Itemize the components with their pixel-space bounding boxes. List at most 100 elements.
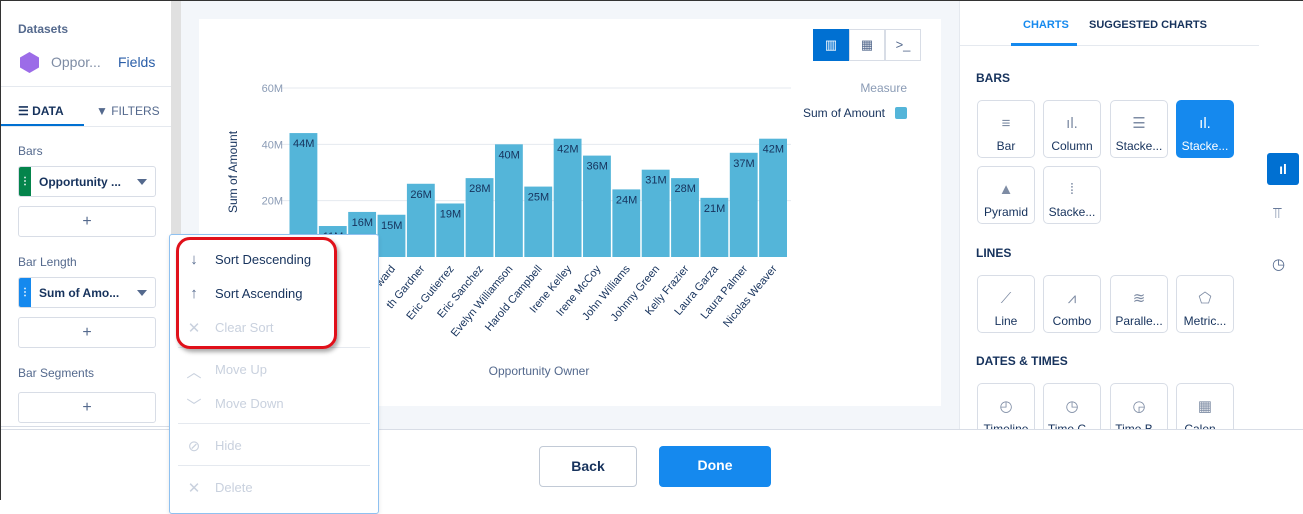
bar <box>700 197 729 257</box>
data-label: 26M <box>410 189 431 201</box>
hide-icon: ⊘ <box>187 438 201 455</box>
chart-type-icon[interactable]: ıl <box>1267 153 1299 185</box>
chart-type-icon: ⬠ <box>1198 290 1212 307</box>
chart-type-icon: ⁞ <box>1069 181 1075 198</box>
done-button[interactable]: Done <box>659 446 771 487</box>
legend-entry-label: Sum of Amount <box>803 106 886 120</box>
menu-item-sort-ascending[interactable]: ↑ Sort Ascending <box>170 279 370 309</box>
bar <box>465 178 494 257</box>
paint-roller-icon[interactable]: ⫪ <box>1273 205 1282 222</box>
chart-type-tile[interactable]: ⬠ Metric... <box>1176 275 1234 333</box>
table-icon: ▦ <box>860 37 874 52</box>
caret-down-icon[interactable] <box>137 290 147 296</box>
dataset-name[interactable]: Oppor... <box>51 54 101 70</box>
chart-type-tile[interactable]: ◷ Time C... <box>1043 383 1101 429</box>
panel-resize-handle[interactable] <box>171 1 181 427</box>
y-tick-label: 60M <box>262 83 283 95</box>
chart-type-tile[interactable]: ≡ Bar <box>977 100 1035 158</box>
data-label: 16M <box>352 217 373 229</box>
side-toolbar: ıl ⫪ ◷ <box>1259 1 1303 429</box>
data-label: 28M <box>469 183 490 195</box>
arrow-up-icon: ↑ <box>190 285 198 302</box>
chart-type-tile[interactable]: ⁞ Stacke... <box>1043 166 1101 224</box>
chart-type-tile[interactable]: ☰ Stacke... <box>1110 100 1168 158</box>
close-icon: ✕ <box>187 480 201 497</box>
data-label: 36M <box>587 161 608 173</box>
section-title: BARS <box>976 71 1011 85</box>
query-view-button[interactable]: >_ <box>885 29 921 61</box>
x-axis-title: Opportunity Owner <box>489 364 590 378</box>
data-label: 21M <box>704 203 725 215</box>
tab-filters[interactable]: ▼ FILTERS <box>96 104 160 118</box>
bar <box>524 186 553 257</box>
drag-handle-icon[interactable]: ⋮ <box>19 167 31 196</box>
menu-divider <box>178 465 370 466</box>
filter-icon: ▼ <box>96 104 112 118</box>
dataset-icon <box>20 52 39 73</box>
field-context-menu: ↓ Sort Descending ↑ Sort Ascending ✕ Clear So… <box>169 234 379 514</box>
menu-divider <box>178 423 370 424</box>
bar-length-field-pill[interactable]: ⋮ Sum of Amo... <box>18 277 156 308</box>
y-axis-title: Sum of Amount <box>226 130 240 213</box>
bar <box>436 203 465 257</box>
add-bar-segments-button[interactable]: + <box>18 392 156 423</box>
y-tick-label: 20M <box>262 196 283 208</box>
chart-type-tile[interactable]: ⟋ Line <box>977 275 1035 333</box>
menu-item-hide: ⊘ Hide <box>187 438 242 455</box>
table-view-button[interactable]: ▦ <box>849 29 885 61</box>
query-icon: >_ <box>895 37 911 52</box>
chart-type-tile[interactable]: ⩘ Combo <box>1043 275 1101 333</box>
chart-type-tile[interactable]: ◶ Time B... <box>1110 383 1168 429</box>
chart-type-icon: ⟋ <box>1000 290 1012 307</box>
bar <box>406 183 435 257</box>
legend-swatch <box>895 107 907 119</box>
chart-view-button[interactable]: ▥ <box>813 29 849 61</box>
chart-type-icon: ≋ <box>1132 290 1146 307</box>
bar <box>671 178 699 257</box>
chart-type-icon: ≡ <box>1001 115 1011 132</box>
tab-data[interactable]: ☰ DATA <box>18 104 64 118</box>
chart-type-tile[interactable]: ▦ Calen... <box>1176 383 1234 429</box>
data-label: 40M <box>498 149 519 161</box>
bar <box>494 144 523 257</box>
chart-type-tile[interactable]: ıl. Column <box>1043 100 1101 158</box>
tab-charts[interactable]: CHARTS <box>1023 19 1069 31</box>
add-bar-length-button[interactable]: + <box>18 317 156 348</box>
arrow-down-icon: ↓ <box>190 251 198 268</box>
section-title: DATES & TIMES <box>976 354 1068 368</box>
add-bars-button[interactable]: + <box>18 206 156 237</box>
chart-icon: ▥ <box>824 37 838 52</box>
bars-field-pill[interactable]: ⋮ Opportunity ... <box>18 166 156 197</box>
drag-handle-icon[interactable]: ⋮ <box>19 278 31 307</box>
back-button[interactable]: Back <box>539 446 637 487</box>
chart-type-icon: ◷ <box>1065 398 1079 415</box>
chart-type-tile[interactable]: ◴ Timeline <box>977 383 1035 429</box>
data-label: 37M <box>733 158 754 170</box>
bar <box>612 189 641 257</box>
clock-icon[interactable]: ◷ <box>1272 256 1286 273</box>
data-label: 15M <box>381 220 402 232</box>
tab-suggested-charts[interactable]: SUGGESTED CHARTS <box>1089 19 1207 31</box>
chevron-down-icon: ﹀ <box>186 398 202 415</box>
bar <box>759 138 787 257</box>
data-label: 24M <box>616 194 637 206</box>
menu-item-sort-descending[interactable]: ↓ Sort Descending <box>170 245 370 275</box>
bar-length-label: Bar Length <box>18 255 77 269</box>
list-icon: ☰ <box>18 104 33 118</box>
close-icon: ✕ <box>187 320 201 337</box>
bar <box>377 214 406 257</box>
chart-type-tile[interactable]: ıl. Stacke... <box>1176 100 1234 158</box>
menu-item-move-down: ﹀ Move Down <box>186 396 284 415</box>
fields-link[interactable]: Fields <box>118 54 156 70</box>
bar <box>553 138 582 257</box>
data-label: 28M <box>675 183 696 195</box>
data-label: 19M <box>440 208 461 220</box>
menu-item-move-up: ︿ Move Up <box>186 362 268 381</box>
chart-type-icon: ıl. <box>1199 115 1211 132</box>
caret-down-icon[interactable] <box>137 179 147 185</box>
chart-type-tile[interactable]: ≋ Paralle... <box>1110 275 1168 333</box>
section-title: LINES <box>976 246 1012 260</box>
bar <box>729 152 758 257</box>
chart-type-tile[interactable]: ▲ Pyramid <box>977 166 1035 224</box>
